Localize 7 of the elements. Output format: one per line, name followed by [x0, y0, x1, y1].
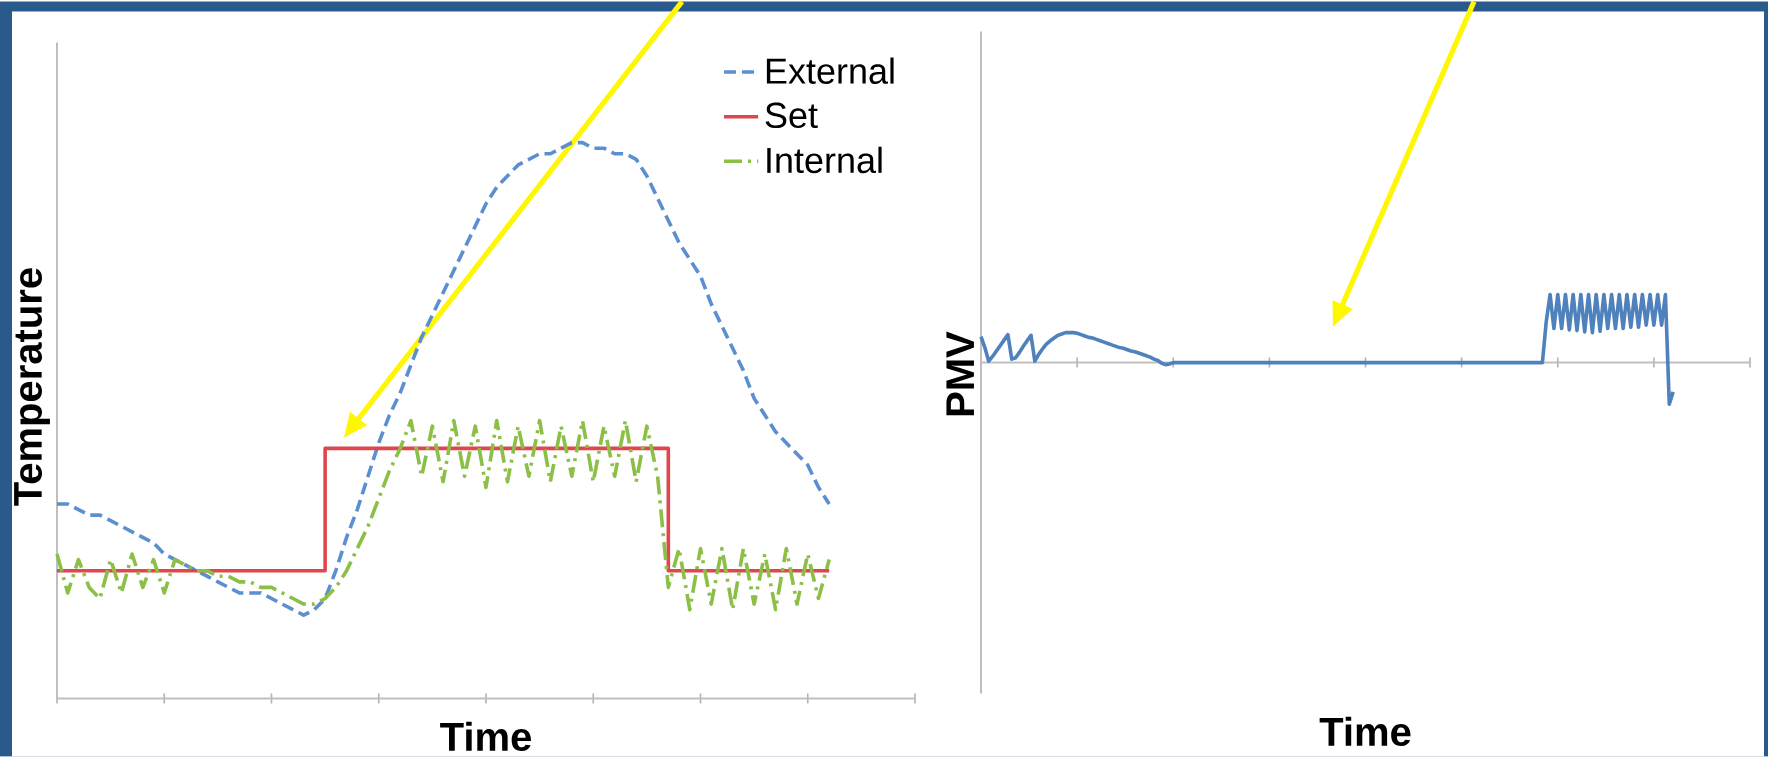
y-axis-title: PMV: [946, 331, 974, 416]
x-axis-title: Time: [1319, 716, 1411, 747]
legend-label: Set: [765, 102, 818, 129]
x-axis-title: Time: [440, 721, 531, 752]
legend-label: External: [766, 57, 894, 85]
y-axis-title: Temperature: [14, 268, 50, 506]
legend-label: Internal: [767, 146, 882, 174]
